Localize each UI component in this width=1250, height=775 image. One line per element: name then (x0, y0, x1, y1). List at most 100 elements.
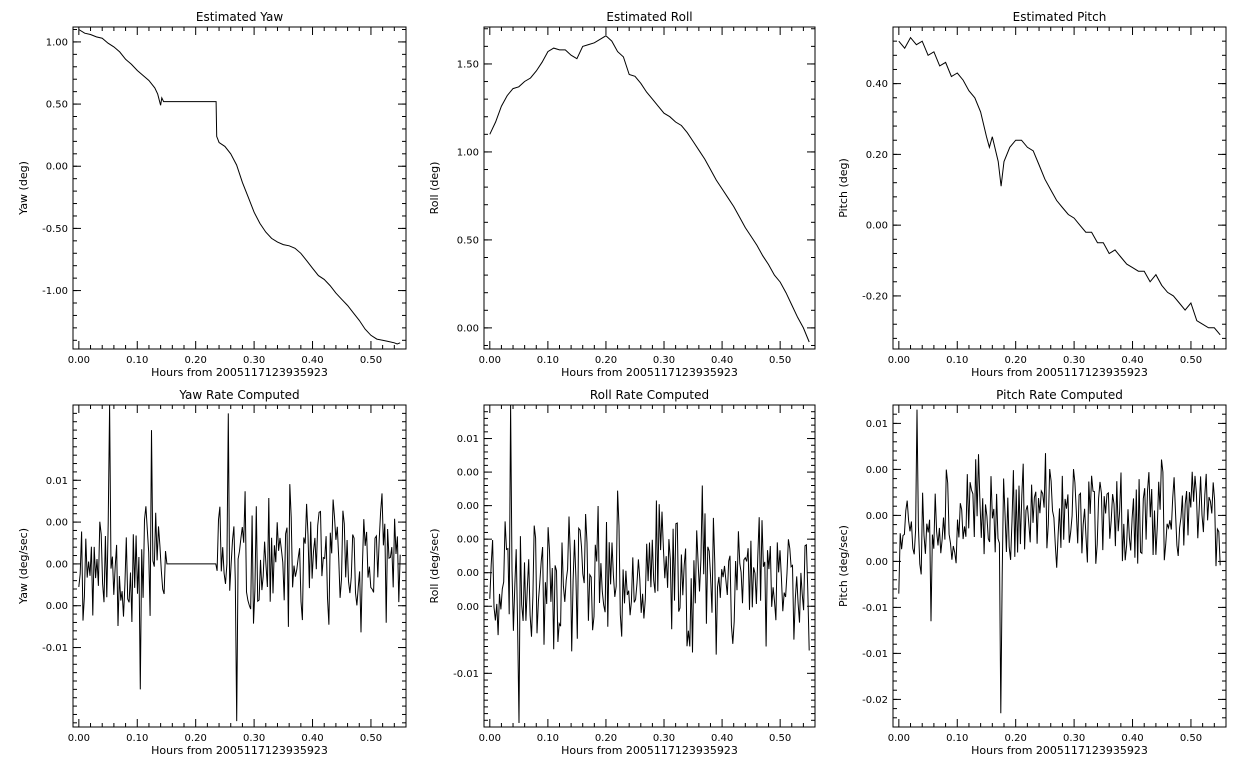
y-tick-label: 0.00 (457, 323, 479, 334)
y-tick-label: 0.00 (46, 559, 68, 570)
x-tick-label: 0.50 (1180, 355, 1202, 366)
chart-title: Pitch Rate Computed (996, 388, 1123, 402)
x-tick-label: 0.40 (301, 733, 323, 744)
chart-title: Roll Rate Computed (590, 388, 709, 402)
x-axis-label: Hours from 2005117123935923 (971, 744, 1148, 757)
y-tick-label: -0.50 (42, 224, 68, 235)
x-tick-label: 0.00 (888, 733, 910, 744)
y-tick-label: 0.01 (457, 434, 479, 445)
chart-title: Estimated Roll (606, 10, 692, 24)
x-tick-label: 0.20 (1005, 733, 1027, 744)
y-tick-label: -0.01 (42, 643, 68, 654)
series-line (489, 35, 810, 343)
chart-panel-1: Estimated Yaw Hours from 2005117123935923… (17, 10, 407, 379)
series-line (898, 36, 1221, 336)
x-tick-label: 0.10 (537, 733, 559, 744)
plot-frame (72, 404, 407, 728)
x-tick-label: 0.40 (1121, 355, 1143, 366)
y-tick-label: 0.00 (46, 162, 68, 173)
x-axis-label: Hours from 2005117123935923 (561, 366, 738, 379)
x-tick-label: 0.20 (595, 355, 617, 366)
x-tick-label: 0.20 (185, 355, 207, 366)
y-tick-label: 0.00 (866, 557, 888, 568)
x-tick-label: 0.50 (360, 733, 382, 744)
plot-frame (892, 404, 1227, 728)
chart-panel-5: Roll Rate Computed Hours from 20051171239… (428, 388, 816, 757)
y-axis-label: Roll (deg) (428, 162, 441, 215)
y-tick-label: -0.20 (862, 291, 888, 302)
x-tick-label: 0.30 (1063, 733, 1085, 744)
y-tick-label: 0.01 (866, 419, 888, 430)
x-axis-label: Hours from 2005117123935923 (151, 366, 328, 379)
x-tick-label: 0.50 (360, 355, 382, 366)
y-axis-label: Yaw (deg) (17, 161, 30, 216)
x-tick-label: 0.40 (711, 355, 733, 366)
y-tick-label: 0.00 (866, 511, 888, 522)
x-tick-label: 0.50 (1180, 733, 1202, 744)
x-tick-label: 0.00 (479, 355, 501, 366)
x-tick-label: 0.20 (1005, 355, 1027, 366)
y-axis-label: Yaw (deg/sec) (17, 528, 30, 605)
y-tick-label: 0.00 (457, 501, 479, 512)
chart-panel-2: Estimated Roll Hours from 200511712393592… (428, 10, 816, 379)
series-line (898, 409, 1221, 714)
chart-title: Yaw Rate Computed (178, 388, 299, 402)
y-tick-label: 0.50 (46, 100, 68, 111)
y-tick-label: 0.01 (46, 476, 68, 487)
x-tick-label: 0.10 (946, 733, 968, 744)
chart-title: Estimated Pitch (1013, 10, 1107, 24)
plot-frame (72, 26, 407, 350)
x-tick-label: 0.10 (126, 733, 148, 744)
y-tick-label: -0.01 (862, 649, 888, 660)
x-tick-label: 0.50 (769, 355, 791, 366)
x-tick-label: 0.40 (711, 733, 733, 744)
x-tick-label: 0.30 (653, 355, 675, 366)
x-tick-label: 0.30 (243, 355, 265, 366)
x-tick-label: 0.20 (595, 733, 617, 744)
x-tick-label: 0.30 (653, 733, 675, 744)
x-tick-label: 0.40 (1121, 733, 1143, 744)
x-tick-label: 0.20 (185, 733, 207, 744)
x-tick-label: 0.30 (243, 733, 265, 744)
y-tick-label: 1.00 (46, 37, 68, 48)
x-tick-label: 0.00 (888, 355, 910, 366)
y-tick-label: 0.00 (866, 465, 888, 476)
chart-panel-4: Yaw Rate Computed Hours from 200511712393… (17, 388, 407, 757)
y-axis-label: Pitch (deg) (837, 158, 850, 218)
chart-panel-3: Estimated Pitch Hours from 20051171239359… (837, 10, 1227, 379)
y-tick-label: 0.00 (457, 602, 479, 613)
x-tick-label: 0.40 (301, 355, 323, 366)
y-axis-label: Pitch (deg/sec) (837, 525, 850, 607)
x-axis-label: Hours from 2005117123935923 (151, 744, 328, 757)
y-tick-label: -1.00 (42, 286, 68, 297)
plot-frame (483, 26, 816, 350)
y-tick-label: 0.00 (46, 518, 68, 529)
y-tick-label: -0.02 (862, 695, 888, 706)
y-tick-label: 0.40 (866, 79, 888, 90)
series-line (489, 404, 810, 724)
y-tick-label: 1.50 (457, 59, 479, 70)
y-tick-label: -0.01 (453, 669, 479, 680)
y-tick-label: -0.01 (862, 603, 888, 614)
x-tick-label: 0.00 (479, 733, 501, 744)
y-tick-label: 0.00 (457, 468, 479, 479)
series-line (78, 404, 401, 722)
y-tick-label: 1.00 (457, 147, 479, 158)
y-tick-label: 0.50 (457, 235, 479, 246)
x-tick-label: 0.10 (946, 355, 968, 366)
x-tick-label: 0.10 (126, 355, 148, 366)
x-tick-label: 0.50 (769, 733, 791, 744)
y-tick-label: 0.00 (866, 221, 888, 232)
chart-title: Estimated Yaw (196, 10, 283, 24)
chart-panel-6: Pitch Rate Computed Hours from 2005117123… (837, 388, 1227, 757)
plot-frame (892, 26, 1227, 350)
x-tick-label: 0.00 (68, 733, 90, 744)
y-tick-label: 0.20 (866, 150, 888, 161)
y-axis-label: Roll (deg/sec) (428, 528, 441, 603)
series-line (78, 29, 401, 345)
x-tick-label: 0.00 (68, 355, 90, 366)
y-tick-label: 0.00 (457, 568, 479, 579)
x-axis-label: Hours from 2005117123935923 (561, 744, 738, 757)
x-tick-label: 0.10 (537, 355, 559, 366)
